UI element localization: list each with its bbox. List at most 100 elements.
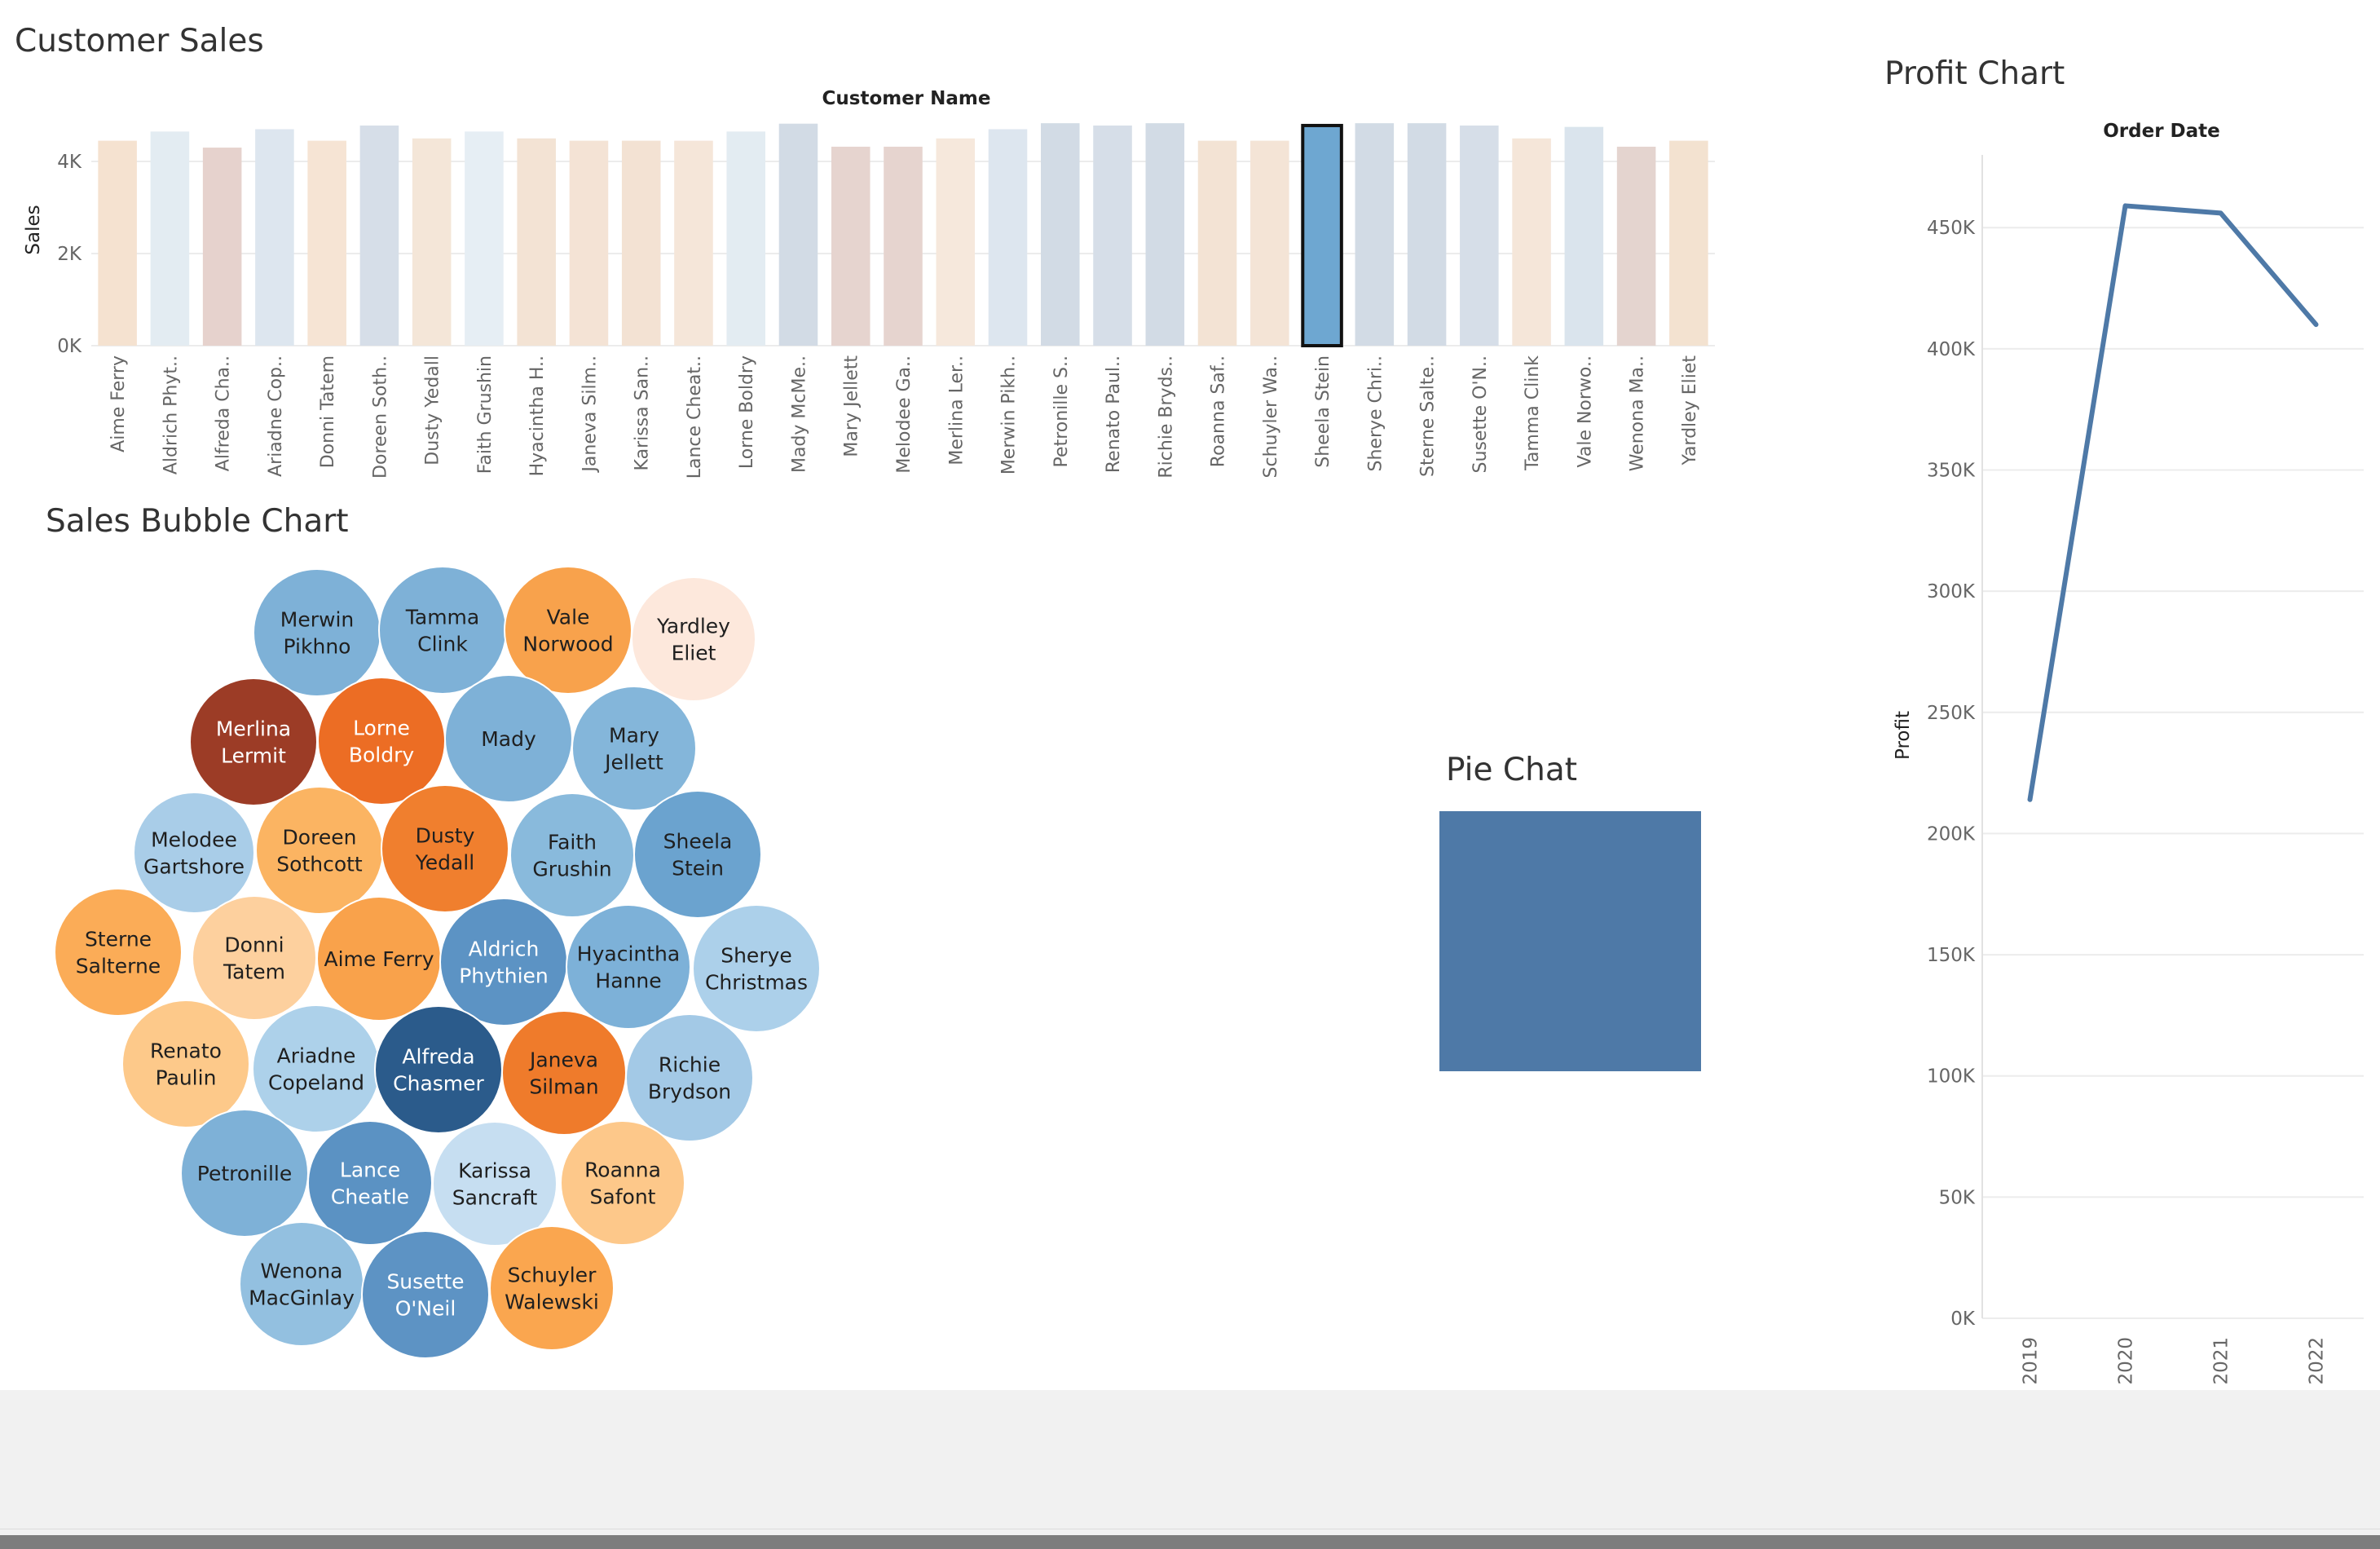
bubble[interactable]: Lance Cheatle — [307, 1120, 433, 1246]
bubble-mark[interactable] — [631, 576, 756, 702]
sales-bar[interactable] — [255, 129, 294, 346]
bubble[interactable]: Tamma Clink — [378, 566, 507, 695]
bubble[interactable]: Renato Paulin — [121, 1000, 250, 1128]
bubble-mark[interactable] — [121, 1000, 250, 1128]
bubble[interactable]: Wenona MacGinlay — [239, 1221, 364, 1347]
bubble[interactable]: Sterne Salterne — [54, 888, 183, 1017]
sales-bar[interactable] — [1616, 146, 1656, 346]
sales-bar[interactable] — [1093, 125, 1132, 346]
customer-sales-bar-chart[interactable]: Customer Name Sales 0K 2K 4K Aime Ferry Ald… — [0, 0, 1744, 489]
bubble[interactable]: Merwin Pikhno — [253, 568, 381, 697]
bubble-mark[interactable] — [378, 566, 507, 695]
sales-bubble-chart[interactable]: Merwin Pikhno Tamma Clink Vale Norwood Yardley… — [0, 538, 848, 1386]
bubble-mark[interactable] — [252, 1004, 381, 1133]
sales-bar[interactable] — [150, 131, 190, 346]
bubble-mark[interactable] — [625, 1013, 754, 1142]
bubble-label: Sherye — [721, 944, 792, 968]
sales-bar[interactable] — [517, 138, 556, 346]
bubble-mark[interactable] — [192, 895, 317, 1021]
bubble[interactable]: Sheela Stein — [633, 790, 762, 919]
bubble-mark[interactable] — [501, 1010, 627, 1136]
bubble-mark[interactable] — [255, 786, 384, 915]
bubble-mark[interactable] — [54, 888, 183, 1017]
bubble-mark[interactable] — [253, 568, 381, 697]
bubble-mark[interactable] — [361, 1230, 490, 1359]
bubble[interactable]: Ariadne Copeland — [252, 1004, 381, 1133]
sales-bar[interactable] — [831, 146, 870, 346]
bubble[interactable]: Susette O'Neil — [361, 1230, 490, 1359]
bubble[interactable]: Richie Brydson — [625, 1013, 754, 1142]
sales-bar[interactable] — [1407, 123, 1447, 346]
sales-bar[interactable] — [1355, 123, 1395, 346]
bubble-mark[interactable] — [692, 904, 821, 1033]
bubble[interactable]: Mady — [444, 674, 573, 803]
bubble-mark[interactable] — [439, 898, 568, 1026]
bubble-mark[interactable] — [133, 792, 255, 914]
bubble[interactable]: Aime Ferry — [316, 896, 442, 1022]
sales-bar[interactable] — [988, 129, 1028, 346]
pie-slice[interactable] — [1439, 811, 1701, 1071]
sales-bar[interactable] — [1145, 123, 1185, 346]
sales-bar[interactable] — [1197, 140, 1237, 346]
bubble-mark[interactable] — [633, 790, 762, 919]
bubble[interactable]: Karissa Sancraft — [432, 1121, 558, 1247]
sales-bar[interactable] — [884, 146, 923, 346]
bubble-mark[interactable] — [381, 784, 509, 913]
sales-bar[interactable] — [1040, 123, 1080, 346]
sales-bar[interactable] — [359, 125, 399, 346]
bubble[interactable]: Alfreda Chasmer — [374, 1005, 503, 1134]
sales-bar[interactable] — [621, 140, 661, 346]
bubble[interactable]: Yardley Eliet — [631, 576, 756, 702]
bubble-mark[interactable] — [432, 1121, 558, 1247]
sales-bar[interactable] — [465, 131, 504, 346]
bubble-mark[interactable] — [571, 686, 697, 811]
bubble-mark[interactable] — [374, 1005, 503, 1134]
bubble[interactable]: Mary Jellett — [571, 686, 697, 811]
bubble[interactable]: Roanna Safont — [560, 1120, 685, 1246]
bubble[interactable]: Vale Norwood — [504, 566, 632, 695]
sales-bar[interactable] — [412, 138, 452, 346]
bubble-mark[interactable] — [317, 677, 446, 805]
bubble-mark[interactable] — [489, 1225, 615, 1351]
bubble[interactable]: Janeva Silman — [501, 1010, 627, 1136]
bubble[interactable]: Sherye Christmas — [692, 904, 821, 1033]
bubble[interactable]: Melodee Gartshore — [133, 792, 255, 914]
sales-bar[interactable] — [1460, 125, 1499, 346]
bubble[interactable]: Merlina Lermit — [189, 677, 318, 806]
sales-bar[interactable] — [1301, 123, 1343, 347]
bubble-mark[interactable] — [560, 1120, 685, 1246]
bubble[interactable]: Lorne Boldry — [317, 677, 446, 805]
bubble[interactable]: Doreen Sothcott — [255, 786, 384, 915]
bubble[interactable]: Aldrich Phythien — [439, 898, 568, 1026]
bubble[interactable]: Hyacintha Hanne — [566, 904, 691, 1030]
bubble-mark[interactable] — [239, 1221, 364, 1347]
sales-bar[interactable] — [1669, 140, 1708, 346]
sales-bar[interactable] — [307, 140, 346, 346]
pie-chart[interactable] — [1435, 807, 1703, 1076]
bubble-mark[interactable] — [504, 566, 632, 695]
profit-line-chart[interactable]: Order Date Profit 0K 50K 100K 150K 200K 250K 3… — [1875, 114, 2380, 1386]
sales-bar[interactable] — [726, 131, 766, 346]
bubble-mark[interactable] — [566, 904, 691, 1030]
sales-bar[interactable] — [1564, 126, 1604, 346]
bubble-mark[interactable] — [307, 1120, 433, 1246]
profit-line[interactable] — [2027, 203, 2319, 802]
sales-bar[interactable] — [1512, 138, 1551, 346]
bubble[interactable]: Dusty Yedall — [381, 784, 509, 913]
profit-chart-title: Profit Chart — [1884, 55, 2065, 92]
bubble[interactable]: Petronille — [180, 1109, 309, 1238]
sales-bar[interactable] — [1250, 140, 1289, 346]
sales-bar[interactable] — [936, 138, 976, 346]
bubble[interactable]: Donni Tatem — [192, 895, 317, 1021]
bubble[interactable]: Schuyler Walewski — [489, 1225, 615, 1351]
bubble-mark[interactable] — [509, 792, 635, 918]
bubble[interactable]: Faith Grushin — [509, 792, 635, 918]
bar-x-tick-label: Renato Paul.. — [1104, 355, 1124, 473]
bubble-mark[interactable] — [189, 677, 318, 806]
horizontal-scrollbar[interactable] — [0, 1535, 2380, 1549]
sales-bar[interactable] — [202, 148, 242, 346]
sales-bar[interactable] — [674, 140, 713, 346]
sales-bar[interactable] — [98, 140, 137, 346]
sales-bar[interactable] — [778, 123, 818, 346]
sales-bar[interactable] — [569, 140, 609, 346]
